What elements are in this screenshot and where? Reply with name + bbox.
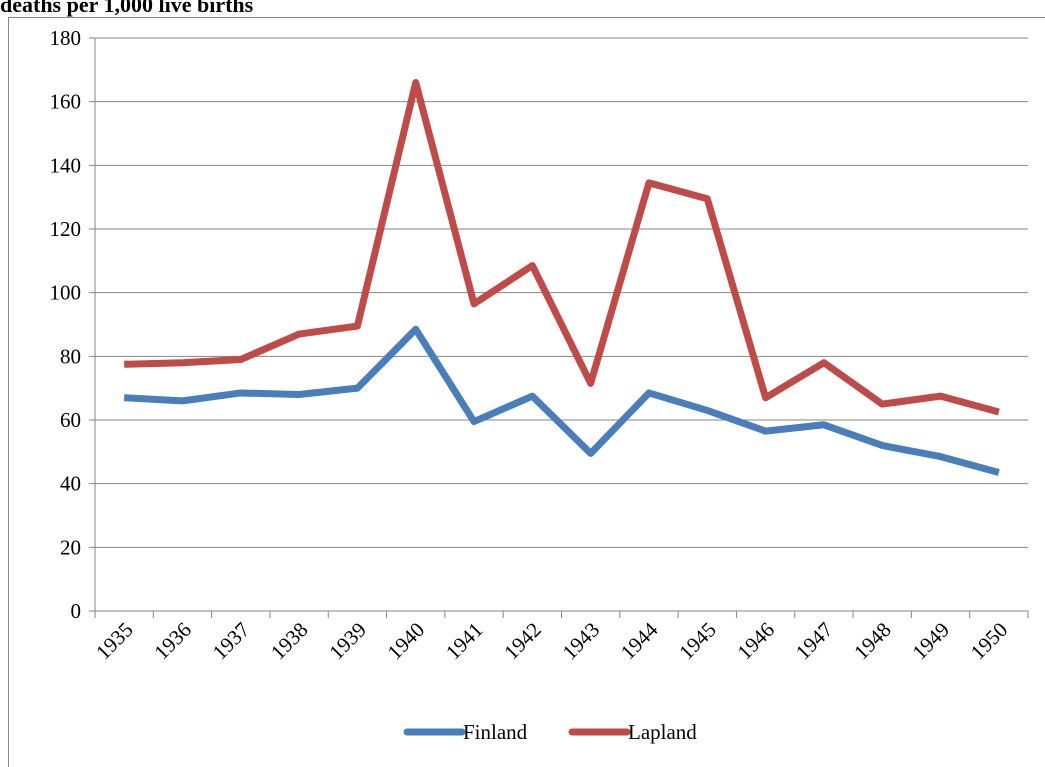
x-tick-label: 1950 bbox=[966, 618, 1013, 665]
y-tick-label: 20 bbox=[60, 535, 81, 559]
y-tick-label: 180 bbox=[50, 26, 82, 50]
legend-label: Finland bbox=[463, 720, 528, 744]
y-tick-label: 120 bbox=[50, 217, 82, 241]
series-line bbox=[123, 325, 1000, 476]
x-tick-label: 1946 bbox=[732, 618, 779, 665]
x-tick-label: 1939 bbox=[324, 618, 371, 665]
x-tick-label: 1942 bbox=[499, 618, 546, 665]
y-tick-label: 160 bbox=[50, 90, 82, 114]
x-tick-label: 1947 bbox=[791, 618, 838, 665]
y-tick-label: 40 bbox=[60, 472, 81, 496]
x-tick-label: 1944 bbox=[616, 617, 663, 664]
x-tick-label: 1941 bbox=[441, 618, 488, 665]
x-tick-label: 1937 bbox=[208, 618, 255, 665]
y-tick-label: 80 bbox=[60, 344, 81, 368]
x-tick-label: 1945 bbox=[674, 618, 721, 665]
series-line bbox=[124, 79, 1000, 416]
x-tick-label: 1936 bbox=[149, 618, 196, 665]
y-tick-label: 100 bbox=[50, 281, 82, 305]
x-tick-label: 1938 bbox=[266, 618, 313, 665]
y-tick-label: 0 bbox=[71, 599, 82, 623]
x-tick-label: 1943 bbox=[558, 618, 605, 665]
x-tick-label: 1935 bbox=[91, 618, 138, 665]
y-tick-label: 140 bbox=[50, 153, 82, 177]
chart-border bbox=[8, 17, 1045, 767]
chart-title: deaths per 1,000 live births bbox=[0, 0, 254, 17]
x-tick-label: 1940 bbox=[383, 618, 430, 665]
y-tick-label: 60 bbox=[60, 408, 81, 432]
x-tick-label: 1948 bbox=[849, 618, 896, 665]
x-tick-label: 1949 bbox=[907, 618, 954, 665]
legend-label: Lapland bbox=[628, 720, 697, 744]
